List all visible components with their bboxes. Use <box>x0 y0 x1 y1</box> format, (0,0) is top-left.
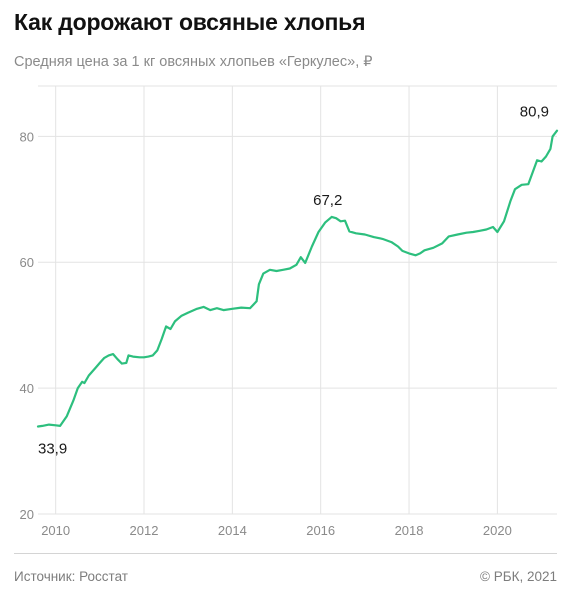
x-tick-label: 2018 <box>395 523 424 538</box>
x-tick-label: 2014 <box>218 523 247 538</box>
x-tick-label: 2016 <box>306 523 335 538</box>
data-label: 80,9 <box>520 104 549 121</box>
x-tick-label: 2020 <box>483 523 512 538</box>
footer-divider <box>14 553 557 554</box>
x-tick-label: 2010 <box>41 523 70 538</box>
copyright-note: © РБК, 2021 <box>480 569 557 584</box>
chart-title: Как дорожают овсяные хлопья <box>14 9 366 35</box>
y-tick-label: 20 <box>20 507 34 522</box>
y-tick-label: 40 <box>20 381 34 396</box>
x-tick-label: 2012 <box>130 523 159 538</box>
data-label: 33,9 <box>38 441 67 458</box>
price-series-line <box>36 129 559 428</box>
data-label: 67,2 <box>313 192 342 209</box>
source-note: Источник: Росстат <box>14 569 128 584</box>
y-tick-label: 60 <box>20 255 34 270</box>
y-tick-label: 80 <box>20 129 34 144</box>
chart-subtitle: Средняя цена за 1 кг овсяных хлопьев «Ге… <box>14 54 373 70</box>
